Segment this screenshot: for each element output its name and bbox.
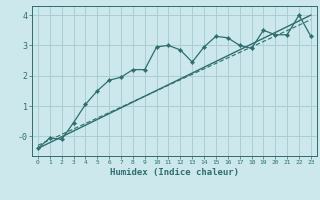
X-axis label: Humidex (Indice chaleur): Humidex (Indice chaleur) (110, 168, 239, 177)
